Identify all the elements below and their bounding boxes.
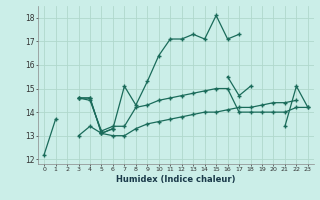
X-axis label: Humidex (Indice chaleur): Humidex (Indice chaleur) [116, 175, 236, 184]
